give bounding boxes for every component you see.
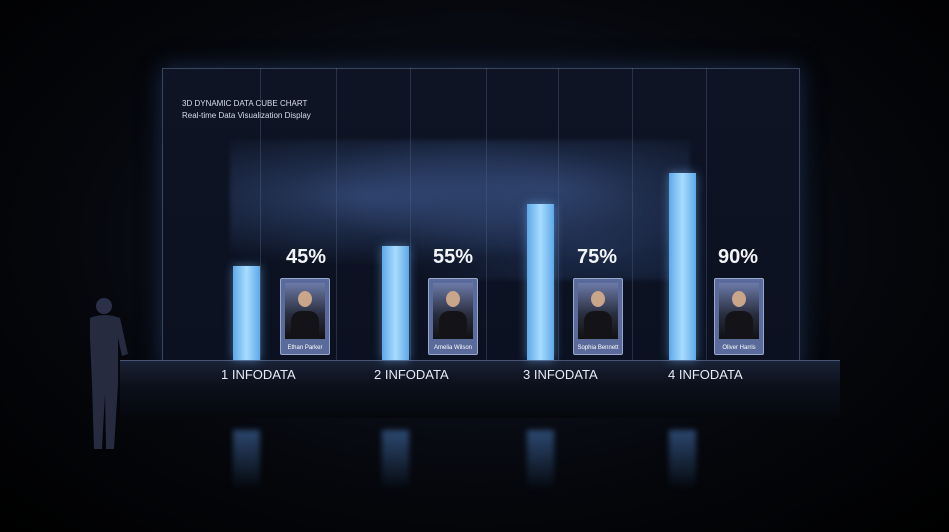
person-card: Ethan Parker — [280, 278, 330, 355]
person-silhouette — [90, 298, 128, 449]
person-name: Oliver Harris — [722, 345, 756, 351]
bar-reflection — [527, 430, 554, 490]
stage-base — [120, 360, 840, 418]
person-name: Sophia Bennett — [577, 345, 619, 351]
value-label: 90% — [717, 246, 759, 268]
category-label: 4 INFODATA — [668, 367, 743, 382]
value-label: 75% — [576, 246, 618, 268]
portrait-photo — [285, 283, 325, 339]
chart-title-block: 3D DYNAMIC DATA CUBE CHART Real-time Dat… — [182, 98, 311, 122]
portrait-photo — [719, 283, 759, 339]
bar-reflection — [233, 430, 260, 490]
category-label: 3 INFODATA — [523, 367, 598, 382]
portrait-photo — [433, 283, 473, 339]
person-card: Oliver Harris — [714, 278, 764, 355]
person-name: Ethan Parker — [287, 345, 323, 351]
bar-reflection — [669, 430, 696, 490]
chart-subtitle: Real-time Data Visualization Display — [182, 111, 311, 120]
bar — [527, 204, 554, 360]
person-card: Amelia Wilson — [428, 278, 478, 355]
category-label: 2 INFODATA — [374, 367, 449, 382]
bar — [382, 245, 409, 360]
person-name: Amelia Wilson — [433, 345, 472, 351]
grid-line — [706, 68, 707, 368]
chart-title: 3D DYNAMIC DATA CUBE CHART — [182, 99, 308, 108]
bar — [669, 172, 696, 360]
portrait-photo — [578, 283, 618, 339]
bar — [233, 266, 260, 360]
value-label: 55% — [432, 246, 474, 268]
value-label: 45% — [285, 246, 327, 268]
category-label: 1 INFODATA — [221, 367, 296, 382]
bar-reflection — [382, 430, 409, 490]
world-map — [230, 140, 690, 280]
person-card: Sophia Bennett — [573, 278, 623, 355]
